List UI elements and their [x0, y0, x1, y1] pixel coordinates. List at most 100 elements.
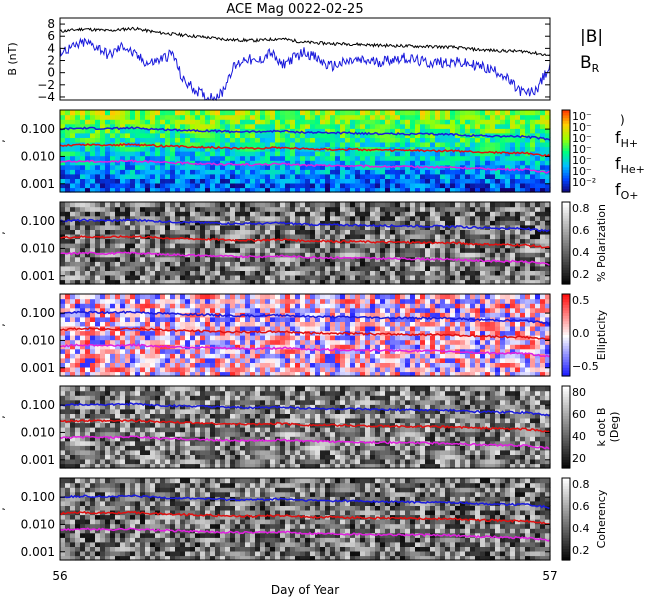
power-spectrum-cell	[440, 137, 446, 143]
power-spectrum-cell	[515, 110, 521, 116]
power-spectrum-cell	[200, 169, 206, 175]
ellipticity-cell	[85, 312, 91, 318]
power-spectrum-cell	[380, 160, 386, 166]
polarization-cell	[215, 243, 221, 249]
power-spectrum-cell	[420, 173, 426, 179]
power-spectrum-cell	[255, 151, 261, 157]
polarization-cell	[355, 261, 361, 267]
ellipticity-cell	[320, 316, 326, 322]
polarization-cell	[435, 211, 441, 217]
power-spectrum-cell	[180, 178, 186, 184]
power-spectrum-cell	[545, 141, 551, 148]
ellipticity-cell	[350, 348, 356, 354]
power-spectrum-cell	[415, 187, 421, 193]
power-spectrum-cell	[135, 173, 141, 179]
ellipticity-cell	[245, 325, 251, 332]
power-spectrum-cell	[95, 155, 101, 161]
power-spectrum-colorbar-step	[562, 126, 570, 130]
polarization-cell	[450, 270, 456, 276]
polarization-cell	[390, 233, 396, 240]
power-spectrum-cell	[255, 173, 261, 179]
polarization-cell	[265, 224, 271, 230]
power-spectrum-cell	[465, 119, 471, 125]
polarization-cell	[420, 202, 426, 208]
polarization-cell	[470, 229, 476, 235]
ellipticity-cell	[250, 335, 256, 341]
polarization-cell	[340, 256, 346, 262]
power-spectrum-cell	[215, 146, 221, 152]
ellipticity-cell	[385, 307, 391, 313]
polarization-cell	[420, 211, 426, 217]
polarization-cell	[440, 206, 446, 212]
ellipticity-cell	[175, 330, 181, 336]
power-spectrum-cell	[275, 173, 281, 179]
polarization-cell	[290, 229, 296, 235]
power-spectrum-cell	[130, 164, 136, 170]
polarization-cell	[240, 247, 246, 253]
power-spectrum-cell	[235, 110, 241, 116]
polarization-cell	[405, 211, 411, 217]
polarization-cell	[200, 238, 206, 244]
ellipticity-cell	[355, 325, 361, 332]
power-spectrum-cell	[525, 164, 531, 170]
ellipticity-cell	[155, 339, 161, 345]
power-spectrum-cell	[335, 155, 341, 161]
polarization-cell	[80, 256, 86, 262]
polarization-cell	[95, 215, 101, 221]
power-spectrum-cell	[255, 128, 261, 134]
power-spectrum-panel-ytick-label: 0.100	[21, 122, 55, 136]
ellipticity-cell	[360, 339, 366, 345]
ellipticity-cell	[415, 339, 421, 345]
power-spectrum-cell	[105, 119, 111, 125]
power-spectrum-cell	[75, 151, 81, 157]
polarization-cell	[390, 206, 396, 212]
power-spectrum-cell	[545, 151, 551, 157]
power-spectrum-cell	[190, 151, 196, 157]
polarization-cell	[260, 224, 266, 230]
power-spectrum-cell	[300, 178, 306, 184]
power-spectrum-colorbar-step	[562, 148, 570, 152]
power-spectrum-cell	[155, 173, 161, 179]
power-spectrum-cell	[430, 114, 436, 120]
power-spectrum-cell	[490, 169, 496, 175]
ellipticity-cell	[200, 357, 206, 363]
polarization-cell	[455, 233, 461, 240]
power-spectrum-cell	[300, 110, 306, 116]
ellipticity-cell	[415, 294, 421, 300]
polarization-cell	[210, 211, 216, 217]
polarization-cell	[460, 247, 466, 253]
power-spectrum-cell	[355, 182, 361, 189]
power-spectrum-cell	[535, 155, 541, 161]
power-spectrum-cell	[240, 173, 246, 179]
ellipticity-cell	[265, 321, 271, 327]
polarization-cell	[520, 202, 526, 208]
polarization-cell	[265, 247, 271, 253]
polarization-cell	[380, 270, 386, 276]
polarization-cell	[505, 270, 511, 276]
power-spectrum-cell	[130, 155, 136, 161]
polarization-cell	[310, 256, 316, 262]
polarization-cell	[120, 224, 126, 230]
ellipticity-cell	[370, 330, 376, 336]
power-spectrum-cell	[435, 169, 441, 175]
power-spectrum-cell	[435, 123, 441, 129]
power-spectrum-cell	[290, 187, 296, 193]
power-spectrum-cell	[375, 178, 381, 184]
power-spectrum-cell	[340, 160, 346, 166]
ellipticity-cell	[315, 348, 321, 354]
ellipticity-cell	[205, 307, 211, 313]
power-spectrum-cell	[280, 123, 286, 129]
polarization-cell	[80, 215, 86, 221]
power-spectrum-cell	[390, 110, 396, 116]
ellipticity-cell	[375, 371, 381, 377]
ellipticity-cell	[320, 357, 326, 363]
polarization-cell	[485, 256, 491, 262]
power-spectrum-cell	[250, 169, 256, 175]
power-spectrum-cell	[520, 182, 526, 189]
polarization-cell	[140, 211, 146, 217]
polarization-cell	[230, 270, 236, 276]
power-spectrum-cell	[240, 169, 246, 175]
power-spectrum-cell	[90, 151, 96, 157]
ellipticity-cell	[280, 294, 286, 300]
ellipticity-cell	[310, 316, 316, 322]
